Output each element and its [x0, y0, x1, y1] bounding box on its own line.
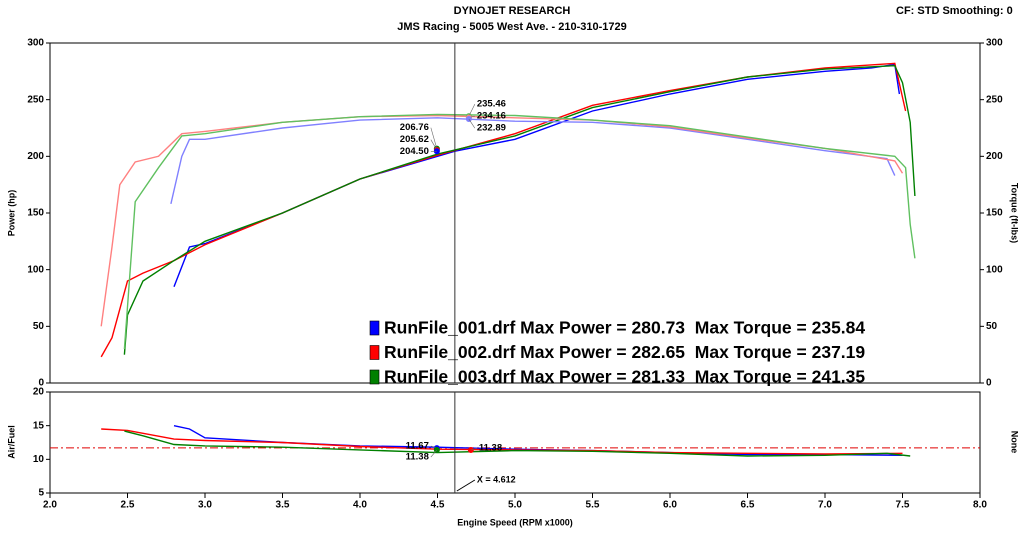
data-line: [123, 113, 916, 350]
y-tick-label: 100: [27, 264, 44, 275]
x-tick-label: 3.0: [198, 500, 212, 511]
data-line: [124, 430, 911, 457]
legend-swatch: [369, 345, 380, 360]
y2-tick-label: 100: [986, 264, 1003, 275]
legend-swatch: [369, 369, 380, 385]
y2-tick-label: 0: [986, 378, 992, 389]
data-line: [123, 64, 916, 355]
x-axis-label: Engine Speed (RPM x1000): [457, 517, 573, 527]
x-tick-label: 7.5: [896, 500, 910, 511]
y-tick-label: 200: [27, 151, 44, 162]
x-tick-label: 4.5: [431, 500, 445, 511]
afr-plot-area: [49, 391, 981, 494]
readout-label: 235.46: [477, 99, 506, 110]
readout-label: 234.16: [477, 111, 506, 122]
legend-entry: RunFile_002.drf Max Power = 282.65 Max T…: [384, 342, 865, 362]
y2-tick-label: 250: [986, 94, 1003, 105]
readout-leader: [470, 447, 477, 451]
x-tick-label: 2.0: [43, 500, 57, 511]
y2-axis-label: None: [1010, 431, 1020, 454]
y2-tick-label: 150: [986, 208, 1003, 219]
readout-leader: [468, 104, 476, 117]
y-tick-label: 10: [33, 454, 45, 465]
y-axis-label: Air/Fuel: [6, 425, 16, 459]
y2-axis-label: Torque (ft-lbs): [1010, 183, 1020, 243]
power-plot-area: [49, 42, 981, 384]
y2-tick-label: 300: [986, 38, 1003, 49]
chart-subtitle: JMS Racing - 5005 West Ave. - 210-310-17…: [397, 21, 627, 33]
x-tick-label: 6.0: [663, 500, 677, 511]
chart-title: DYNOJET RESEARCH: [454, 5, 571, 17]
y2-tick-label: 50: [986, 321, 998, 332]
x-tick-label: 3.5: [276, 500, 290, 511]
readout-leader: [430, 449, 438, 458]
cursor-label: X = 4.612: [477, 474, 516, 484]
readout-label: 11.38: [479, 443, 502, 454]
x-tick-label: 6.5: [741, 500, 755, 511]
y-axis-label: Power (hp): [6, 190, 16, 237]
readout-leader: [468, 118, 476, 129]
y-tick-label: 50: [33, 321, 45, 332]
readout-label: 204.50: [400, 146, 429, 157]
legend-entry: RunFile_001.drf Max Power = 280.73 Max T…: [384, 318, 865, 338]
x-tick-label: 4.0: [353, 500, 367, 511]
x-tick-label: 8.0: [973, 500, 987, 511]
readout-label: 232.89: [477, 123, 506, 134]
y-tick-label: 5: [38, 488, 44, 499]
readout-leader: [430, 127, 438, 149]
y2-tick-label: 200: [986, 151, 1003, 162]
y-tick-label: 20: [33, 387, 45, 398]
legend-entry: RunFile_003.drf Max Power = 281.33 Max T…: [384, 367, 865, 387]
y-tick-label: 15: [33, 420, 45, 431]
y-tick-label: 250: [27, 94, 44, 105]
readout-label: 11.67: [406, 441, 429, 452]
data-line: [170, 117, 896, 205]
settings-label: CF: STD Smoothing: 0: [896, 5, 1013, 17]
legend-swatch: [369, 320, 380, 336]
x-tick-label: 2.5: [121, 500, 135, 511]
readout-leader: [430, 139, 438, 151]
readout-label: 205.62: [400, 134, 429, 145]
x-tick-label: 5.0: [508, 500, 522, 511]
readout-label: 11.38: [406, 452, 429, 463]
readout-label: 206.76: [400, 122, 429, 133]
y-tick-label: 150: [27, 208, 44, 219]
x-tick-label: 5.5: [586, 500, 600, 511]
cursor-pointer: [456, 479, 476, 492]
y-tick-label: 0: [38, 378, 44, 389]
y-tick-label: 300: [27, 38, 44, 49]
x-tick-label: 7.0: [818, 500, 832, 511]
